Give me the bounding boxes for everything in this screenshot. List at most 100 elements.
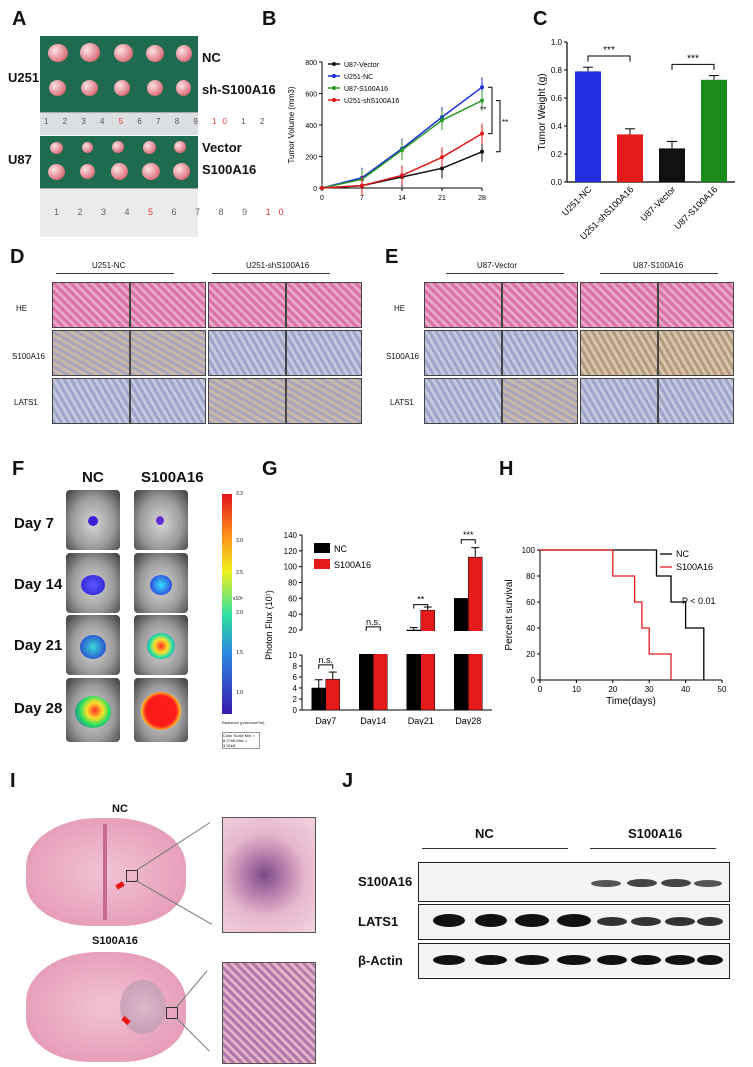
panel-d-row-he: HE — [16, 304, 28, 313]
panel-f-day14: Day 14 — [14, 576, 63, 593]
label-u87: U87 — [8, 152, 32, 167]
bli-s100a16-day14 — [134, 553, 188, 613]
panel-j-nc: NC — [475, 826, 494, 841]
x-tick-label: 30 — [645, 685, 654, 694]
significance-label: *** — [463, 530, 474, 540]
bracket — [318, 664, 334, 669]
panel-i-nc: NC — [112, 803, 128, 815]
y-tick-label: 8 — [293, 662, 298, 671]
bli-s100a16-day21 — [134, 615, 188, 675]
bracket — [496, 100, 501, 153]
legend-label: U87-Vector — [344, 62, 380, 69]
label-s100a16: S100A16 — [202, 162, 257, 177]
panel-e-row-he: HE — [394, 304, 406, 313]
y-tick-label: 100 — [522, 546, 536, 555]
label-u251: U251 — [8, 70, 40, 85]
x-tick-label: 20 — [608, 685, 617, 694]
bar — [311, 687, 326, 711]
radiance-exp: x10⁸ — [233, 596, 244, 602]
panel-d-row-s100a16: S100A16 — [12, 352, 45, 361]
radiance-tick: 1.0 — [236, 690, 243, 696]
y-tick-label: 0.6 — [551, 94, 563, 103]
panel-label-g: G — [262, 458, 278, 480]
x-tick-label: 0 — [320, 195, 324, 202]
x-tick-label: 10 — [572, 685, 581, 694]
blot-label-actin: β-Actin — [358, 953, 403, 968]
bli-nc-day14 — [66, 553, 120, 613]
y-tick-label: 60 — [288, 594, 297, 603]
blot-lats1 — [418, 904, 730, 940]
zoom-s100a16 — [222, 962, 316, 1064]
y-tick-label: 0.8 — [551, 66, 563, 75]
x-tick-label: Day28 — [455, 716, 481, 725]
panel-g-chart: 0 2 4 6 8 10 20 40 60 80 100 120 140 Photon Flux (10⁷… — [264, 530, 494, 725]
panel-e-col2: U87-S100A16 — [633, 261, 684, 270]
x-tick-label: 0 — [538, 685, 543, 694]
panel-label-a: A — [12, 8, 27, 30]
legend-marker — [332, 86, 336, 90]
y-tick-label: 2 — [293, 695, 298, 704]
label-vector: Vector — [202, 140, 242, 155]
y-tick-label: 100 — [284, 563, 298, 572]
bracket — [413, 604, 429, 609]
y-tick-label: 120 — [284, 547, 298, 556]
legend-marker — [332, 74, 336, 78]
y-tick-label: 0 — [531, 676, 536, 685]
tumor-photo-u251: 1 2 3 4 5 6 7 8 9 10 1 2 — [40, 36, 264, 135]
data-point — [400, 173, 404, 178]
bar — [659, 148, 685, 182]
data-point — [440, 166, 444, 171]
label-sh-s100a16: sh-S100A16 — [202, 82, 276, 97]
blot-label-lats1: LATS1 — [358, 914, 399, 929]
y-tick-label: 0 — [293, 706, 298, 715]
radiance-units: Radiance (p/sec/cm²/sr) — [222, 720, 265, 725]
bar — [575, 71, 601, 182]
data-point — [400, 148, 404, 153]
tumor-photo-u87: 1 2 3 4 5 6 7 8 9 10 — [40, 136, 284, 237]
y-tick-label: 20 — [526, 650, 535, 659]
bli-nc-day7 — [66, 490, 120, 550]
legend-label: NC — [334, 544, 347, 554]
legend-label: U251-NC — [344, 74, 373, 81]
y-axis-label: Percent survival — [504, 579, 515, 650]
significance-label: n.s. — [366, 617, 381, 627]
survival-curve — [540, 549, 705, 680]
y-tick-label: 200 — [305, 155, 317, 162]
legend-marker — [332, 98, 336, 102]
brain-section-nc — [26, 818, 186, 926]
bli-s100a16-day7 — [134, 490, 188, 550]
panel-e-col1: U87-Vector — [477, 261, 518, 270]
y-tick-label: 400 — [305, 123, 317, 130]
panel-label-d: D — [10, 246, 25, 268]
panel-label-e: E — [385, 246, 399, 268]
panel-c-chart: 0.0 0.2 0.4 0.6 0.8 1.0 Tumor Weight (g) U251-N… — [537, 38, 735, 242]
bracket — [365, 626, 381, 631]
significance-label: ** — [502, 118, 508, 127]
data-point — [480, 149, 484, 154]
blot-s100a16 — [418, 862, 730, 902]
legend-label: S100A16 — [676, 562, 713, 572]
y-tick-label: 80 — [288, 579, 297, 588]
y-tick-label: 10 — [288, 651, 297, 660]
data-point — [360, 183, 364, 188]
panel-label-b: B — [262, 8, 277, 30]
x-axis-label: Time(days) — [606, 696, 656, 707]
y-tick-label: 40 — [526, 624, 535, 633]
bli-nc-day21 — [66, 615, 120, 675]
data-point — [480, 131, 484, 136]
panel-b-chart: 0 200 400 600 800 0 7 14 21 28 Tumor Volume (mm3) U… — [287, 60, 508, 202]
panel-label-i: I — [10, 770, 16, 792]
y-tick-label: 60 — [526, 598, 535, 607]
y-tick-label: 1.0 — [551, 38, 563, 47]
x-tick-label: Day21 — [408, 716, 434, 725]
y-tick-label: 800 — [305, 60, 317, 67]
y-tick-label: 6 — [293, 673, 298, 682]
label-nc: NC — [202, 50, 221, 65]
bar — [454, 598, 469, 711]
significance-label: n.s. — [318, 655, 333, 665]
y-tick-label: 0.0 — [551, 178, 563, 187]
data-point — [320, 186, 324, 190]
panel-f-day7: Day 7 — [14, 515, 55, 532]
y-axis-label: Tumor Volume (mm3) — [287, 86, 296, 163]
x-tick-label: Day14 — [360, 716, 386, 725]
